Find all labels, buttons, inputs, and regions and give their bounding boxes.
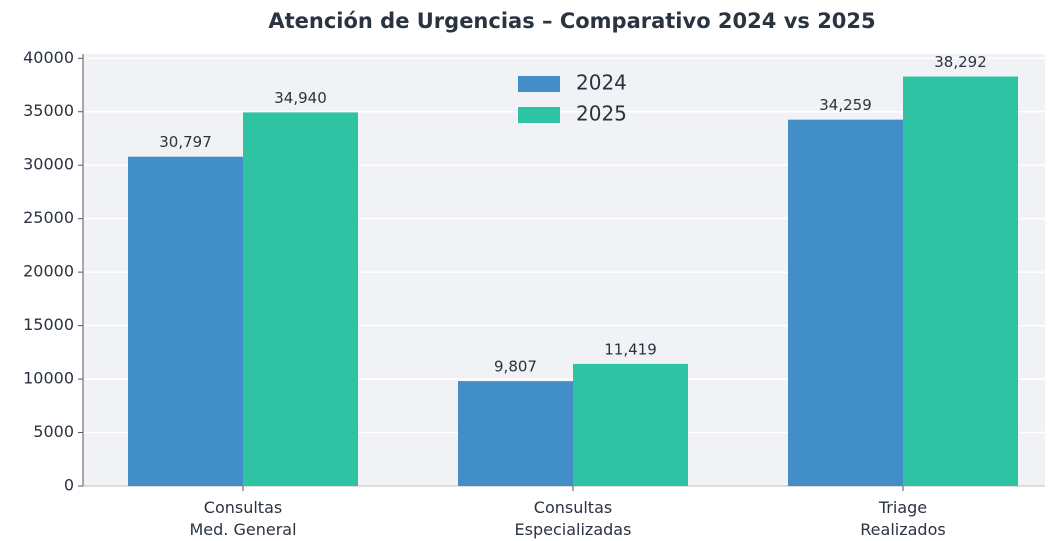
bar	[458, 381, 573, 486]
legend-label: 2025	[576, 102, 627, 126]
y-tick-label: 10000	[23, 369, 74, 388]
y-tick-label: 5000	[33, 422, 74, 441]
bar	[128, 156, 243, 486]
value-label: 9,807	[494, 358, 537, 376]
y-tick-label: 20000	[23, 262, 74, 281]
legend-swatch	[518, 76, 560, 92]
bar	[788, 119, 903, 486]
value-label: 30,797	[159, 133, 212, 151]
y-tick-label: 40000	[23, 48, 74, 67]
x-tick-label: Consultas Med. General	[189, 498, 296, 539]
value-label: 38,292	[934, 53, 987, 71]
legend-swatch	[518, 107, 560, 123]
legend-label: 2024	[576, 71, 627, 95]
x-tick-label: Consultas Especializadas	[515, 498, 632, 539]
y-tick-label: 30000	[23, 155, 74, 174]
y-tick-label: 15000	[23, 315, 74, 334]
bar	[573, 363, 688, 486]
value-label: 11,419	[604, 340, 657, 358]
y-tick-label: 0	[64, 476, 74, 495]
bar	[243, 112, 358, 486]
bar	[903, 76, 1018, 487]
value-label: 34,259	[819, 96, 872, 114]
x-tick-label: Triage Realizados	[860, 498, 945, 539]
y-tick-label: 25000	[23, 208, 74, 227]
y-tick-label: 35000	[23, 101, 74, 120]
chart-title: Atención de Urgencias – Comparativo 2024…	[268, 9, 875, 33]
value-label: 34,940	[274, 89, 327, 107]
